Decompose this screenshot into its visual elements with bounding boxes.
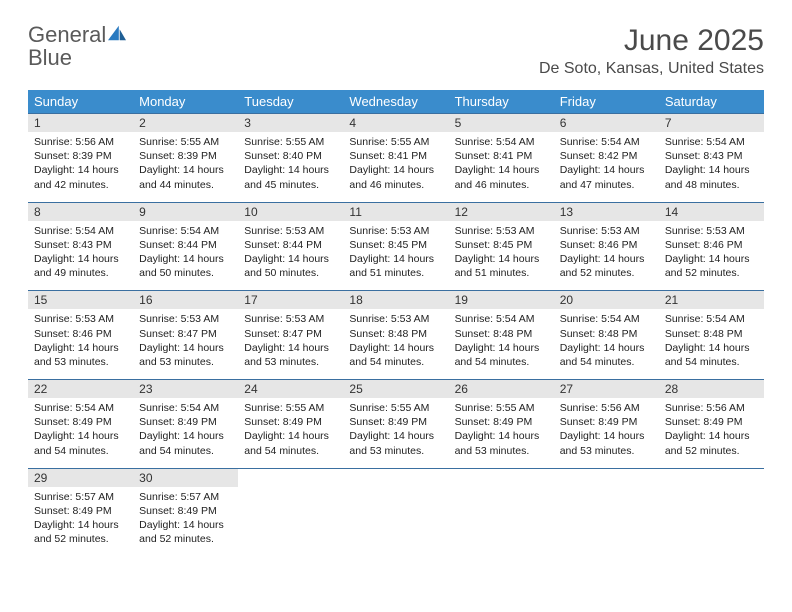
day-details: Sunrise: 5:55 AMSunset: 8:49 PMDaylight:… <box>449 398 554 468</box>
day-details: Sunrise: 5:53 AMSunset: 8:46 PMDaylight:… <box>554 221 659 291</box>
day-details: Sunrise: 5:53 AMSunset: 8:45 PMDaylight:… <box>449 221 554 291</box>
logo-word-1: General <box>28 22 106 47</box>
weekday-header-row: Sunday Monday Tuesday Wednesday Thursday… <box>28 90 764 114</box>
day-details: Sunrise: 5:54 AMSunset: 8:43 PMDaylight:… <box>28 221 133 291</box>
day-number: 30 <box>133 468 238 487</box>
logo-text: General Blue <box>28 24 128 70</box>
weekday-mon: Monday <box>133 90 238 114</box>
day-details: Sunrise: 5:53 AMSunset: 8:44 PMDaylight:… <box>238 221 343 291</box>
detail-row: Sunrise: 5:54 AMSunset: 8:43 PMDaylight:… <box>28 221 764 291</box>
empty-cell <box>659 487 764 557</box>
day-details: Sunrise: 5:53 AMSunset: 8:45 PMDaylight:… <box>343 221 448 291</box>
header: General Blue June 2025 De Soto, Kansas, … <box>28 24 764 78</box>
day-number: 28 <box>659 380 764 399</box>
day-number: 4 <box>343 114 448 133</box>
day-details: Sunrise: 5:54 AMSunset: 8:48 PMDaylight:… <box>659 309 764 379</box>
empty-cell <box>238 468 343 487</box>
title-block: June 2025 De Soto, Kansas, United States <box>539 24 764 78</box>
day-number: 16 <box>133 291 238 310</box>
daynum-row: 15161718192021 <box>28 291 764 310</box>
day-details: Sunrise: 5:54 AMSunset: 8:48 PMDaylight:… <box>554 309 659 379</box>
calendar-body: 1234567Sunrise: 5:56 AMSunset: 8:39 PMDa… <box>28 114 764 557</box>
logo-word-2: Blue <box>28 45 72 70</box>
detail-row: Sunrise: 5:54 AMSunset: 8:49 PMDaylight:… <box>28 398 764 468</box>
day-number: 6 <box>554 114 659 133</box>
day-number: 17 <box>238 291 343 310</box>
weekday-thu: Thursday <box>449 90 554 114</box>
day-details: Sunrise: 5:55 AMSunset: 8:39 PMDaylight:… <box>133 132 238 202</box>
empty-cell <box>554 487 659 557</box>
day-details: Sunrise: 5:55 AMSunset: 8:41 PMDaylight:… <box>343 132 448 202</box>
weekday-sat: Saturday <box>659 90 764 114</box>
day-number: 23 <box>133 380 238 399</box>
day-number: 8 <box>28 202 133 221</box>
day-number: 11 <box>343 202 448 221</box>
day-number: 19 <box>449 291 554 310</box>
empty-cell <box>449 487 554 557</box>
day-details: Sunrise: 5:54 AMSunset: 8:44 PMDaylight:… <box>133 221 238 291</box>
day-number: 10 <box>238 202 343 221</box>
empty-cell <box>554 468 659 487</box>
weekday-fri: Friday <box>554 90 659 114</box>
daynum-row: 891011121314 <box>28 202 764 221</box>
day-number: 3 <box>238 114 343 133</box>
day-details: Sunrise: 5:55 AMSunset: 8:49 PMDaylight:… <box>343 398 448 468</box>
day-details: Sunrise: 5:54 AMSunset: 8:43 PMDaylight:… <box>659 132 764 202</box>
day-number: 1 <box>28 114 133 133</box>
day-details: Sunrise: 5:56 AMSunset: 8:49 PMDaylight:… <box>659 398 764 468</box>
location: De Soto, Kansas, United States <box>539 60 764 78</box>
day-details: Sunrise: 5:57 AMSunset: 8:49 PMDaylight:… <box>133 487 238 557</box>
day-number: 18 <box>343 291 448 310</box>
day-details: Sunrise: 5:54 AMSunset: 8:41 PMDaylight:… <box>449 132 554 202</box>
day-details: Sunrise: 5:54 AMSunset: 8:49 PMDaylight:… <box>133 398 238 468</box>
day-details: Sunrise: 5:53 AMSunset: 8:46 PMDaylight:… <box>659 221 764 291</box>
day-number: 12 <box>449 202 554 221</box>
month-title: June 2025 <box>539 24 764 58</box>
day-number: 5 <box>449 114 554 133</box>
day-number: 15 <box>28 291 133 310</box>
day-number: 24 <box>238 380 343 399</box>
detail-row: Sunrise: 5:53 AMSunset: 8:46 PMDaylight:… <box>28 309 764 379</box>
day-number: 20 <box>554 291 659 310</box>
detail-row: Sunrise: 5:56 AMSunset: 8:39 PMDaylight:… <box>28 132 764 202</box>
day-details: Sunrise: 5:53 AMSunset: 8:47 PMDaylight:… <box>133 309 238 379</box>
logo: General Blue <box>28 24 128 70</box>
empty-cell <box>659 468 764 487</box>
empty-cell <box>343 468 448 487</box>
day-details: Sunrise: 5:53 AMSunset: 8:47 PMDaylight:… <box>238 309 343 379</box>
day-details: Sunrise: 5:54 AMSunset: 8:42 PMDaylight:… <box>554 132 659 202</box>
weekday-tue: Tuesday <box>238 90 343 114</box>
empty-cell <box>449 468 554 487</box>
day-number: 26 <box>449 380 554 399</box>
day-number: 27 <box>554 380 659 399</box>
day-details: Sunrise: 5:54 AMSunset: 8:49 PMDaylight:… <box>28 398 133 468</box>
weekday-wed: Wednesday <box>343 90 448 114</box>
day-number: 13 <box>554 202 659 221</box>
day-number: 14 <box>659 202 764 221</box>
day-number: 9 <box>133 202 238 221</box>
weekday-sun: Sunday <box>28 90 133 114</box>
calendar-table: Sunday Monday Tuesday Wednesday Thursday… <box>28 90 764 556</box>
logo-sail-icon <box>106 24 128 42</box>
day-details: Sunrise: 5:54 AMSunset: 8:48 PMDaylight:… <box>449 309 554 379</box>
empty-cell <box>343 487 448 557</box>
day-number: 7 <box>659 114 764 133</box>
day-details: Sunrise: 5:55 AMSunset: 8:49 PMDaylight:… <box>238 398 343 468</box>
day-details: Sunrise: 5:56 AMSunset: 8:49 PMDaylight:… <box>554 398 659 468</box>
day-number: 22 <box>28 380 133 399</box>
day-details: Sunrise: 5:57 AMSunset: 8:49 PMDaylight:… <box>28 487 133 557</box>
day-details: Sunrise: 5:56 AMSunset: 8:39 PMDaylight:… <box>28 132 133 202</box>
day-number: 2 <box>133 114 238 133</box>
day-details: Sunrise: 5:53 AMSunset: 8:48 PMDaylight:… <box>343 309 448 379</box>
day-details: Sunrise: 5:55 AMSunset: 8:40 PMDaylight:… <box>238 132 343 202</box>
daynum-row: 22232425262728 <box>28 380 764 399</box>
daynum-row: 1234567 <box>28 114 764 133</box>
day-number: 21 <box>659 291 764 310</box>
detail-row: Sunrise: 5:57 AMSunset: 8:49 PMDaylight:… <box>28 487 764 557</box>
day-number: 25 <box>343 380 448 399</box>
day-number: 29 <box>28 468 133 487</box>
daynum-row: 2930 <box>28 468 764 487</box>
day-details: Sunrise: 5:53 AMSunset: 8:46 PMDaylight:… <box>28 309 133 379</box>
empty-cell <box>238 487 343 557</box>
